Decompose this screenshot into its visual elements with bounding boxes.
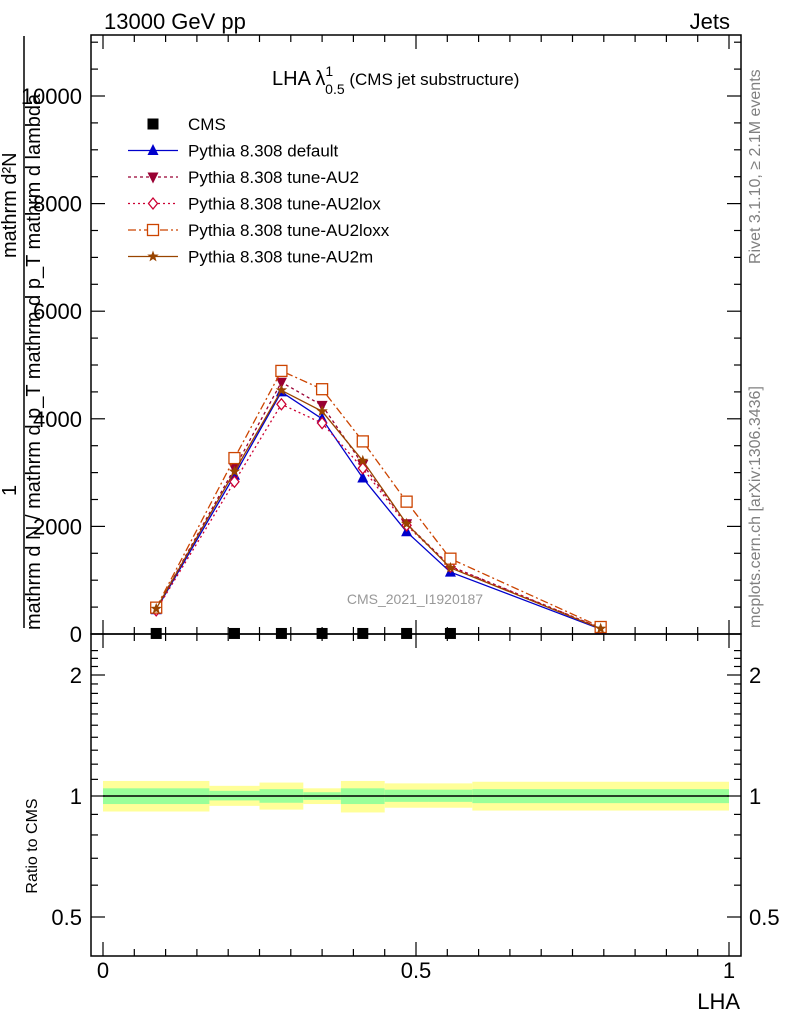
series-marker xyxy=(147,144,159,155)
series-marker xyxy=(400,517,413,529)
series-marker xyxy=(400,495,413,508)
y-axis-label-top: mathrm d²N xyxy=(0,152,21,258)
y-axis-label-numerator: 1 xyxy=(0,485,21,496)
series-marker xyxy=(276,397,287,411)
series-marker xyxy=(275,364,288,378)
series-marker xyxy=(357,454,369,466)
plot-title: LHA λ1 0.5 (CMS jet substructure) xyxy=(272,63,519,97)
series-marker xyxy=(315,383,329,396)
legend-label: Pythia 8.308 tune-AU2 xyxy=(188,168,359,187)
series-marker xyxy=(228,465,241,477)
ratio-y-tick-labels: 0.5 0.5 1 1 2 2 xyxy=(51,663,779,930)
series-marker xyxy=(229,475,240,489)
x-tick-labels: 0 0.5 1 xyxy=(97,958,735,983)
ratio-y-tick-label: 1 xyxy=(70,784,82,809)
series-marker xyxy=(147,250,159,262)
analysis-watermark: CMS_2021_I1920187 xyxy=(347,591,483,607)
x-tick-label: 0.5 xyxy=(401,958,432,983)
legend-item-cms: CMS xyxy=(147,115,226,134)
series-marker xyxy=(444,561,457,573)
main-y-tick-label: 0 xyxy=(70,622,82,647)
series-line xyxy=(155,403,601,629)
legend-label: Pythia 8.308 tune-AU2loxx xyxy=(188,221,390,240)
legend-label: Pythia 8.308 tune-AU2lox xyxy=(188,195,381,214)
mcplots-label: mcplots.cern.ch [arXiv:1306.3436] xyxy=(747,386,764,628)
series-marker xyxy=(147,196,159,211)
series-layer xyxy=(150,364,607,639)
legend-item-au2: Pythia 8.308 tune-AU2 xyxy=(128,168,359,187)
main-y-tick-label: 8000 xyxy=(33,192,82,217)
ratio-axis-ticks xyxy=(91,634,741,956)
series-marker xyxy=(356,435,369,448)
x-tick-label: 0 xyxy=(97,958,109,983)
y-axis-label: mathrm d N / mathrm d p_T mathrm d p_T m… xyxy=(0,36,45,630)
ratio-y-tick-label-right: 0.5 xyxy=(749,905,780,930)
svg-text:mathrm d N / mathrm d p_T math: mathrm d N / mathrm d p_T mathrm d p_T m… xyxy=(23,93,45,630)
legend-item-au2lox: Pythia 8.308 tune-AU2lox xyxy=(128,195,381,214)
series-line xyxy=(155,370,601,628)
series-line xyxy=(155,389,601,630)
x-axis-label: LHA xyxy=(697,989,740,1014)
series-marker xyxy=(357,461,369,475)
collision-energy-label: 13000 GeV pp xyxy=(104,9,246,34)
legend: CMS Pythia 8.308 default Pythia 8.308 tune… xyxy=(128,115,390,267)
series-marker xyxy=(147,172,159,184)
series-marker xyxy=(316,405,328,417)
series-marker xyxy=(357,471,369,483)
y-axis-label-denominator: mathrm d N / mathrm d p_T mathrm d p_T m… xyxy=(23,93,45,630)
legend-label: Pythia 8.308 default xyxy=(188,142,339,161)
legend-item-default: Pythia 8.308 default xyxy=(128,142,339,161)
main-y-tick-label: 10000 xyxy=(21,84,82,109)
series-marker xyxy=(228,451,241,465)
series-marker xyxy=(275,377,287,389)
series-marker xyxy=(594,622,607,634)
ratio-y-tick-label-right: 2 xyxy=(749,663,761,688)
ratio-y-tick-label: 2 xyxy=(70,663,82,688)
rivet-version-label: Rivet 3.1.10, ≥ 2.1M events xyxy=(747,69,764,264)
legend-item-au2m: Pythia 8.308 tune-AU2m xyxy=(128,248,373,267)
main-y-tick-label: 4000 xyxy=(33,407,82,432)
series-marker xyxy=(316,416,328,430)
series-au2m xyxy=(150,384,607,634)
main-y-tick-label: 6000 xyxy=(33,299,82,324)
x-tick-label: 1 xyxy=(723,958,735,983)
main-axis-ticks xyxy=(91,35,741,635)
series-marker xyxy=(146,223,160,237)
legend-item-au2loxx: Pythia 8.308 tune-AU2loxx xyxy=(128,221,390,240)
legend-label: Pythia 8.308 tune-AU2m xyxy=(188,248,373,267)
series-marker xyxy=(147,118,159,130)
series-marker xyxy=(275,384,288,396)
main-y-tick-labels: 0 2000 4000 6000 8000 10000 xyxy=(21,84,82,647)
ratio-y-axis-label: Ratio to CMS xyxy=(24,798,41,893)
series-line xyxy=(155,390,601,630)
series-marker xyxy=(150,602,162,614)
legend-label: CMS xyxy=(188,115,226,134)
ratio-y-tick-label-right: 1 xyxy=(749,784,761,809)
jets-label: Jets xyxy=(690,9,730,34)
main-y-tick-label: 2000 xyxy=(33,514,82,539)
ratio-y-tick-label: 0.5 xyxy=(51,905,82,930)
